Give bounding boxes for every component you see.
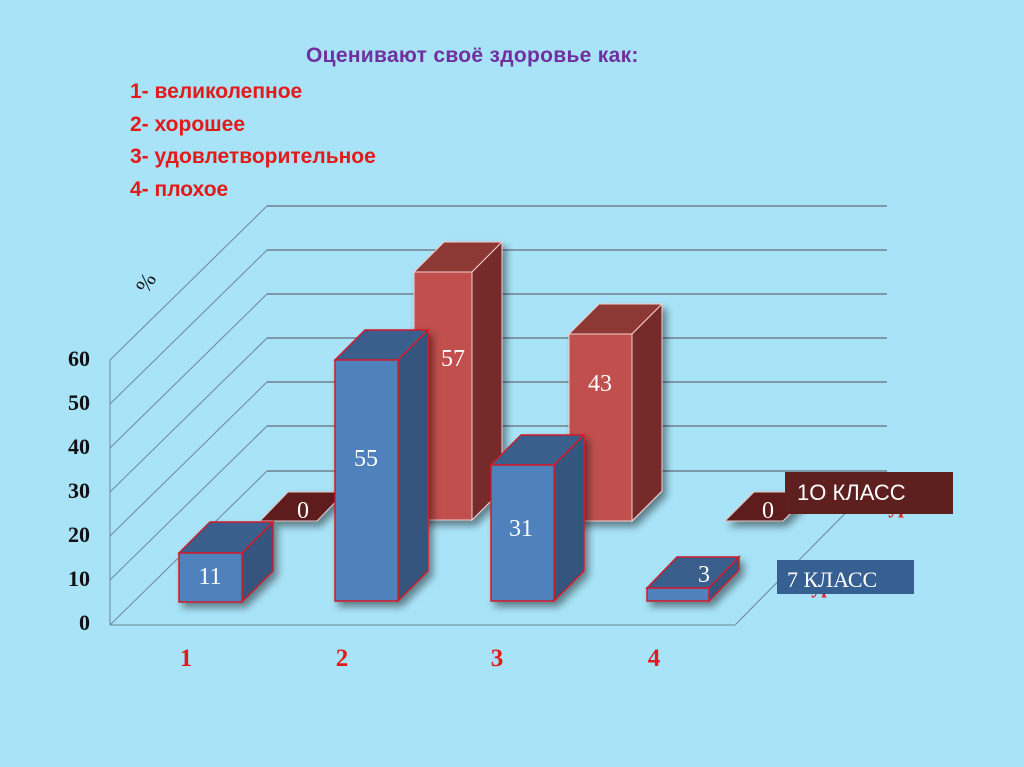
category-legend-item-1: 1- великолепное [130,80,303,103]
bar-class7-cat4 [645,555,741,603]
y-tick-30: 30 [68,478,90,503]
category-legend-item-3: 3- удовлетворительное [130,145,376,168]
value-label-class10-cat3: 43 [588,371,612,397]
value-label-class7-cat3: 31 [509,516,533,542]
bar-class10-cat3 [567,302,664,523]
legend-class10-label: 1О КЛАСС [797,480,906,505]
x-tick-3: 3 [490,645,504,672]
category-legend-item-2: 2- хорошее [130,112,246,136]
y-tick-10: 10 [68,566,90,591]
series-class7-bars [177,328,741,604]
y-tick-40: 40 [68,434,90,459]
bar-class7-cat2 [333,328,430,603]
value-label-class10-cat4: 0 [762,498,774,524]
value-label-class7-cat2: 55 [354,446,378,472]
y-tick-50: 50 [68,390,90,415]
x-tick-4: 4 [647,645,661,672]
x-tick-1: 1 [179,645,193,672]
y-tick-20: 20 [68,522,90,547]
value-label-class10-cat2: 57 [441,346,465,372]
legend-class10: 1О КЛАСС [785,472,953,514]
y-tick-60: 60 [68,346,90,371]
category-legend: 1- великолепное 2- хорошее 3- удовлетвор… [130,76,376,206]
category-legend-item-4: 4- плохое [130,177,229,201]
chart-title: Оценивают своё здоровье как: [306,44,639,67]
bar-class7-cat1 [177,520,275,604]
legend-class7-label: 7 КЛАСС [787,567,878,592]
legend-class7: 7 КЛАСС [777,560,914,594]
value-label-class10-cat1: 0 [297,498,309,524]
value-label-class7-cat1: 11 [198,564,222,590]
y-tick-0: 0 [79,610,90,635]
value-label-class7-cat4: 3 [698,562,710,588]
x-tick-2: 2 [335,645,349,672]
bar-class7-cat3 [489,433,586,603]
